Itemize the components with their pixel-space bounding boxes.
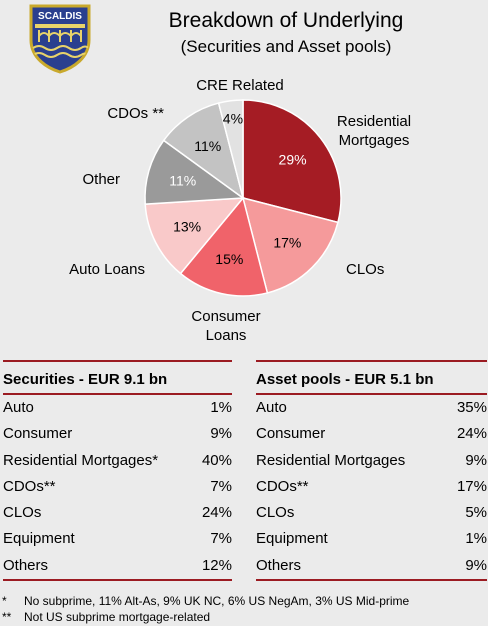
pie-slice-consumer-loans [179, 196, 269, 297]
table-top-rule [3, 360, 232, 362]
row-label: Auto [3, 399, 34, 416]
row-label: CLOs [256, 504, 295, 522]
asset-pools-row: Others 9% [256, 553, 487, 579]
securities-row: Consumer 9% [3, 421, 232, 447]
scaldis-logo: SCALDIS [29, 4, 91, 74]
chart-subtitle: (Securities and Asset pools) [180, 37, 392, 56]
row-value: 5% [465, 504, 487, 522]
row-label: Equipment [3, 530, 75, 548]
row-value: 17% [456, 477, 487, 495]
securities-table: Securities - EUR 9.1 bn Auto 1% Consumer 9%… [3, 360, 232, 582]
pie-slice-cdos [162, 102, 245, 200]
row-label: CDOs** [3, 477, 56, 495]
asset-pools-row: CDOs** 17% [256, 474, 487, 500]
row-label: Consumer [3, 425, 73, 443]
pie-pct-label: 4% [223, 110, 243, 126]
asset-pools-table: Asset pools - EUR 5.1 bn Auto 35% Consumer… [256, 360, 487, 582]
table-top-rule [256, 360, 487, 362]
row-value: 1% [210, 399, 232, 416]
row-value: 7% [210, 477, 232, 495]
logo-text: SCALDIS [38, 11, 82, 22]
row-label: Residential Mortgages* [3, 451, 159, 469]
securities-row: Equipment 7% [3, 526, 232, 552]
pie-category-label: Residential Mortgages [337, 113, 411, 149]
row-value: 12% [201, 556, 232, 574]
asset-pools-row: CLOs 5% [256, 500, 487, 526]
securities-row: Residential Mortgages* 40% [3, 448, 232, 474]
row-value: 9% [465, 451, 487, 469]
row-value: 24% [201, 504, 232, 522]
pie-category-label: CLOs [346, 261, 384, 278]
row-label: Auto [256, 399, 287, 416]
asset-pools-row: Equipment 1% [256, 526, 487, 552]
footnote-mark: ** [2, 610, 12, 624]
footnote-text: No subprime, 11% Alt-As, 9% UK NC, 6% US… [24, 594, 410, 608]
pie-pct-label: 15% [215, 251, 243, 267]
footnote: ** Not US subprime mortgage-related [2, 609, 409, 625]
table-bottom-rule [3, 579, 232, 582]
pie-pct-label: 13% [173, 218, 201, 234]
row-value: 35% [456, 399, 487, 416]
asset-pools-heading: Asset pools - EUR 5.1 bn [256, 362, 487, 395]
footnote-mark: * [2, 594, 7, 608]
pie-category-label: Other [82, 171, 120, 188]
pie-chart: 29%17%15%13%11%11%4% Residential Mortgage… [69, 77, 411, 344]
row-label: Others [256, 556, 302, 574]
pie-category-label: CDOs ** [107, 105, 164, 122]
pie-slice-cre-related [217, 99, 244, 199]
securities-row: CDOs** 7% [3, 474, 232, 500]
asset-pools-row: Residential Mortgages 9% [256, 448, 487, 474]
pie-slice-residential-mortgages [242, 99, 342, 224]
asset-pools-row: Consumer 24% [256, 421, 487, 447]
pie-category-label: CRE Related [196, 77, 284, 94]
row-value: 9% [210, 425, 232, 443]
row-value: 1% [465, 530, 487, 548]
footnote-text: Not US subprime mortgage-related [24, 610, 211, 624]
row-value: 7% [210, 530, 232, 548]
row-label: CDOs** [256, 477, 309, 495]
row-value: 9% [465, 556, 487, 574]
pie-pct-label: 29% [279, 152, 307, 168]
pie-slice-auto-loans [144, 197, 245, 275]
pie-category-label: Consumer Loans [191, 308, 260, 344]
row-label: Equipment [256, 530, 328, 548]
row-label: Residential Mortgages [256, 451, 406, 469]
securities-row: Others 12% [3, 553, 232, 579]
row-value: 40% [201, 451, 232, 469]
securities-heading: Securities - EUR 9.1 bn [3, 362, 232, 395]
footnote: * No subprime, 11% Alt-As, 9% UK NC, 6% U… [2, 593, 409, 609]
row-value: 24% [456, 425, 487, 443]
row-label: Consumer [256, 425, 326, 443]
asset-pools-row: Auto 35% [256, 395, 487, 421]
securities-row: CLOs 24% [3, 500, 232, 526]
pie-pct-label: 11% [194, 138, 221, 154]
row-label: Others [3, 556, 49, 574]
pie-slice-other [144, 139, 246, 205]
table-bottom-rule [256, 579, 487, 582]
securities-row: Auto 1% [3, 395, 232, 421]
footnotes: * No subprime, 11% Alt-As, 9% UK NC, 6% U… [2, 593, 409, 625]
chart-title: Breakdown of Underlying [168, 9, 404, 32]
pie-pct-label: 17% [273, 234, 301, 250]
pie-pct-label: 11% [169, 173, 196, 189]
pie-category-label: Auto Loans [69, 261, 145, 278]
row-label: CLOs [3, 504, 42, 522]
pie-slice-clos [241, 196, 339, 294]
